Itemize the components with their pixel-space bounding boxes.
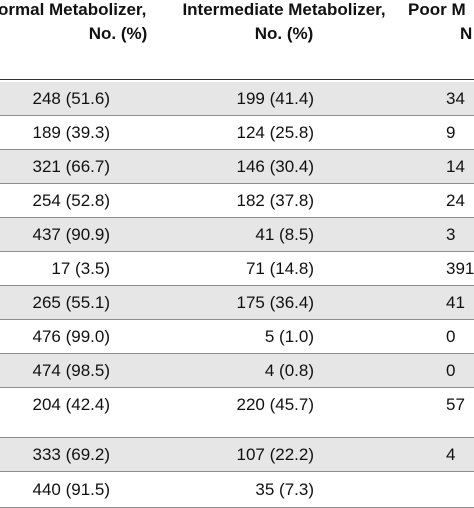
cell-normal-metabolizer: 333 (69.2) [32,445,111,464]
cell-normal-metabolizer: 321 (66.7) [32,157,111,176]
cell-intermediate-metabolizer: 182 (37.8) [236,191,315,210]
row-divider [0,387,474,388]
row-divider [0,353,474,354]
table-row: 474 (98.5) 4 (0.8) 0 [0,354,474,388]
cell-intermediate-metabolizer: 71 (14.8) [245,259,314,278]
table-row: 321 (66.7) 146 (30.4) 14 [0,150,474,184]
row-divider [0,251,474,252]
row-divider [0,115,474,116]
header-normal-metabolizer: ormal Metabolizer, No. (%) [0,0,258,46]
row-divider [0,285,474,286]
header-rule-bottom [0,79,474,80]
row-divider [0,437,474,438]
table-row: 265 (55.1) 175 (36.4) 41 [0,286,474,320]
row-divider [0,471,474,472]
table-row: 204 (42.4) 220 (45.7) 57 [0,388,474,438]
cell-poor-metabolizer: 3 [446,225,456,244]
row-divider [0,319,474,320]
cell-normal-metabolizer: 248 (51.6) [32,89,111,108]
cell-intermediate-metabolizer: 107 (22.2) [236,445,315,464]
cell-intermediate-metabolizer: 5 (1.0) [264,327,314,346]
cell-intermediate-metabolizer: 175 (36.4) [236,293,315,312]
header-normal-line2: No. (%) [88,24,148,43]
cell-intermediate-metabolizer: 220 (45.7) [236,395,315,414]
header-intermediate-line2: No. (%) [254,24,314,43]
cell-poor-metabolizer: 41 [446,293,465,312]
cell-normal-metabolizer: 440 (91.5) [32,480,111,499]
header-poor-metabolizer: Poor M N [408,0,474,46]
table-row: 437 (90.9) 41 (8.5) 3 [0,218,474,252]
cell-normal-metabolizer: 189 (39.3) [32,123,111,142]
header-intermediate-metabolizer: Intermediate Metabolizer, No. (%) [172,0,396,46]
header-poor-line2: N [460,24,473,43]
table-row: 254 (52.8) 182 (37.8) 24 [0,184,474,218]
cell-intermediate-metabolizer: 35 (7.3) [255,480,314,499]
row-divider [0,149,474,150]
table-row: 248 (51.6) 199 (41.4) 34 [0,82,474,116]
cell-normal-metabolizer: 17 (3.5) [51,259,110,278]
table-row: 476 (99.0) 5 (1.0) 0 [0,320,474,354]
cell-poor-metabolizer: 24 [446,191,465,210]
cell-normal-metabolizer: 474 (98.5) [32,361,111,380]
cell-poor-metabolizer: 34 [446,89,465,108]
cell-intermediate-metabolizer: 124 (25.8) [236,123,315,142]
table-header: ormal Metabolizer, No. (%) Intermediate … [0,0,474,80]
row-divider [0,217,474,218]
cell-normal-metabolizer: 254 (52.8) [32,191,111,210]
cell-poor-metabolizer: 57 [446,395,465,414]
table-row: 440 (91.5) 35 (7.3) [0,472,474,508]
cell-poor-metabolizer: 14 [446,157,465,176]
cell-normal-metabolizer: 265 (55.1) [32,293,111,312]
cell-poor-metabolizer: 391 [446,259,474,278]
cell-intermediate-metabolizer: 146 (30.4) [236,157,315,176]
header-poor-line1: Poor M [408,0,466,19]
table-row: 189 (39.3) 124 (25.8) 9 [0,116,474,150]
cell-intermediate-metabolizer: 199 (41.4) [236,89,315,108]
cell-poor-metabolizer: 0 [446,361,456,380]
table-row: 333 (69.2) 107 (22.2) 4 [0,438,474,472]
cell-normal-metabolizer: 437 (90.9) [32,225,111,244]
cell-intermediate-metabolizer: 4 (0.8) [264,361,314,380]
header-normal-line1: ormal Metabolizer, [0,0,147,19]
cell-poor-metabolizer: 0 [446,327,456,346]
cell-intermediate-metabolizer: 41 (8.5) [255,225,314,244]
cell-normal-metabolizer: 476 (99.0) [32,327,111,346]
cell-poor-metabolizer: 9 [446,123,456,142]
row-divider [0,183,474,184]
header-intermediate-line1: Intermediate Metabolizer, [182,0,386,19]
cell-normal-metabolizer: 204 (42.4) [32,395,111,414]
cell-poor-metabolizer: 4 [446,445,456,464]
table-row: 17 (3.5) 71 (14.8) 391 [0,252,474,286]
